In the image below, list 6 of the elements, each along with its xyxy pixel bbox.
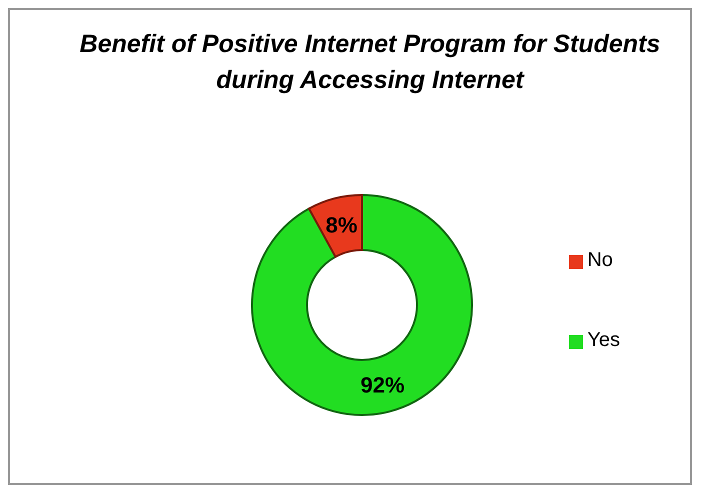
legend-label: Yes: [587, 329, 620, 351]
data-label: 8%: [326, 212, 358, 238]
chart-title: Benefit of Positive Internet Program for Students during Accessing Internet: [78, 29, 662, 96]
donut-slice: [251, 194, 473, 416]
data-label: 92%: [360, 372, 405, 398]
legend-label: No: [587, 249, 613, 271]
